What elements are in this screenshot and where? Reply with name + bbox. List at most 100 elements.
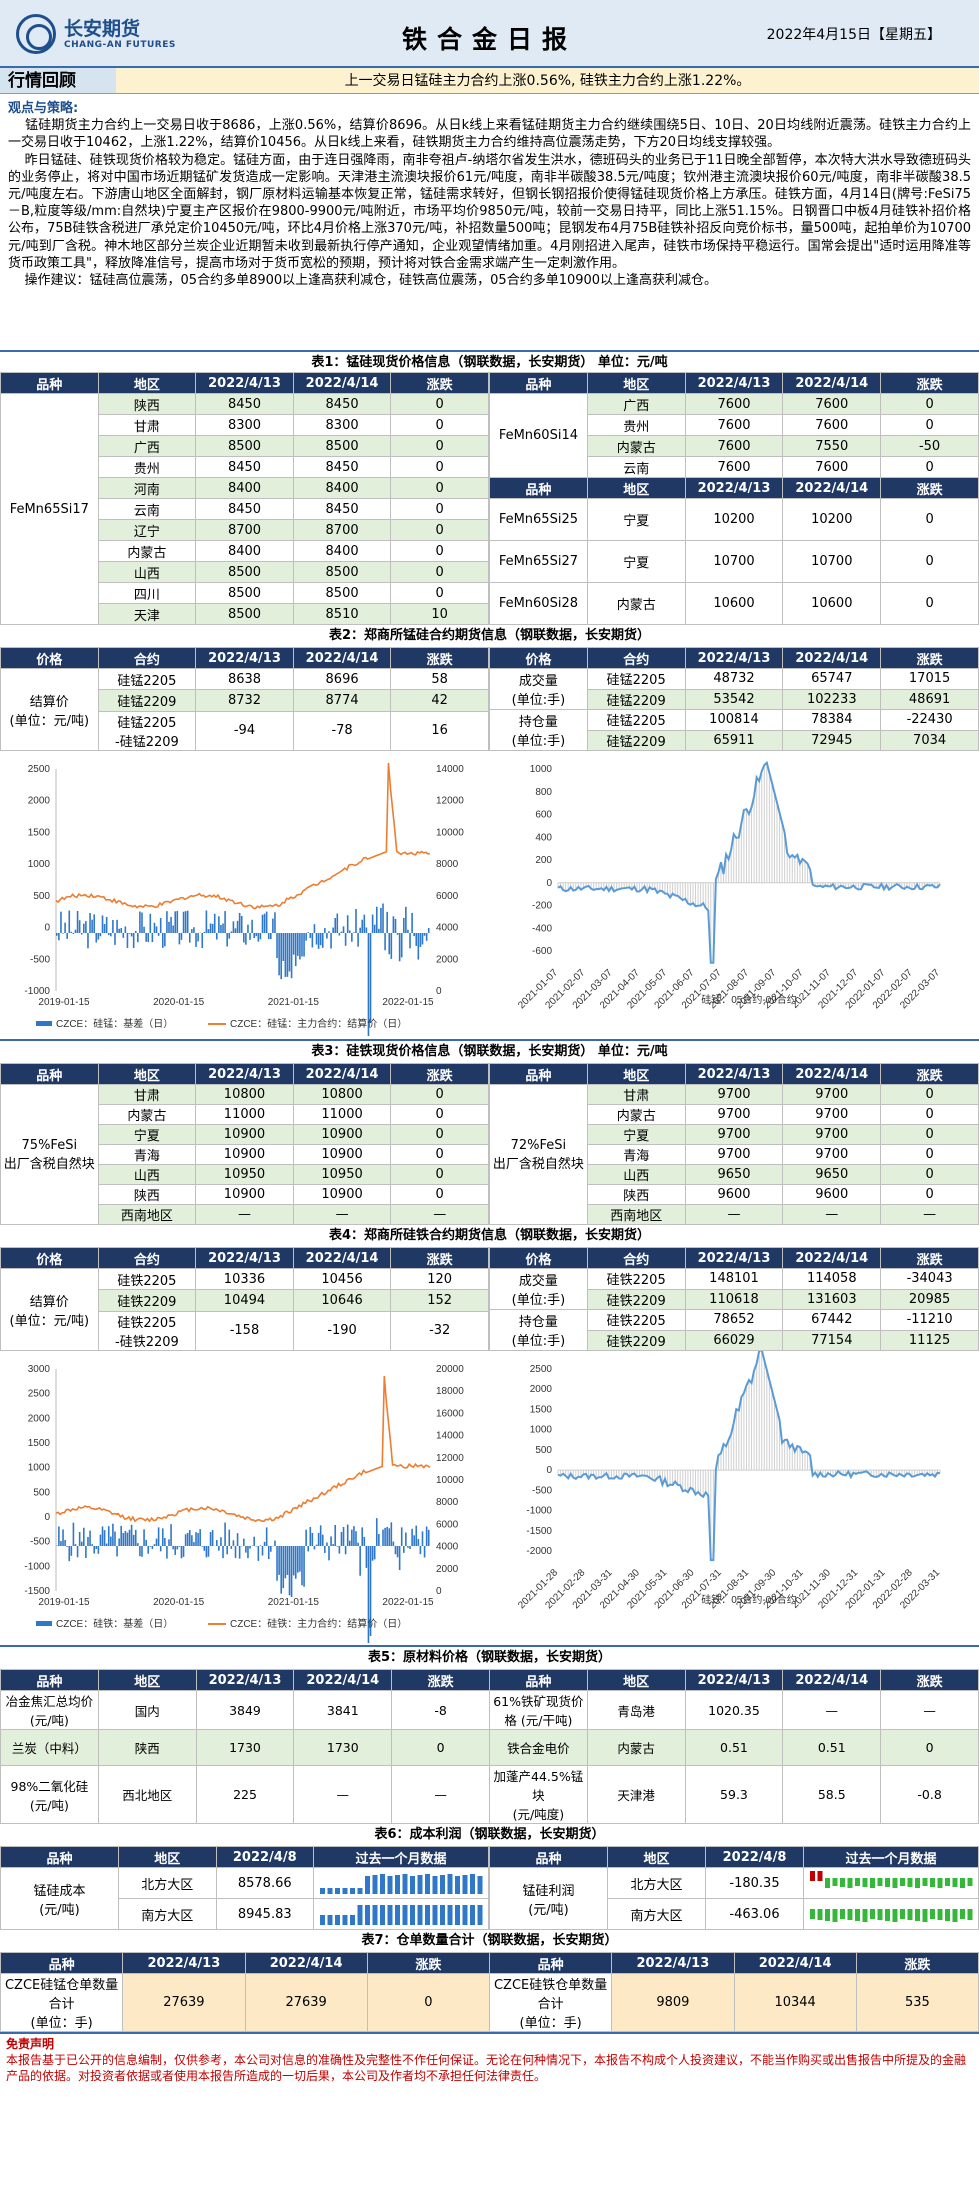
tick-label: 2000 [436,954,459,965]
basis-bar [351,1529,353,1546]
legend-label: 硅锰：05合约-09合约 [701,993,797,1006]
table-row: 西南地区 — — — [1,1204,489,1225]
table-cell: -158 [195,1310,294,1352]
tick-label: 10000 [436,1475,464,1486]
column-header: 地区 [586,1669,686,1691]
table-cell: 110618 [684,1288,784,1310]
basis-bar [188,933,191,943]
table-cell: 宁夏 [586,498,686,541]
basis-bar [305,933,307,941]
basis-bar [363,914,366,933]
table-row: 天津 8500 8510 10 [1,603,489,625]
table-cell: 8500 [195,561,294,583]
table-cell: 0 [366,1973,491,2032]
table-header: 品种 地区 2022/4/13 2022/4/14 涨跌 [489,477,979,499]
basis-bar [110,1536,112,1546]
basis-bar [60,911,62,933]
column-header: 涨跌 [880,1063,979,1085]
spark-bar [477,1876,483,1894]
basis-bar [270,933,272,940]
spark-bar [885,1909,890,1921]
tick-label: 1500 [28,1438,51,1449]
tick-label: 14000 [436,1431,464,1442]
table-cell: 10800 [195,1084,294,1105]
tick-label: 14000 [436,764,464,775]
tick-label: 4000 [436,1542,459,1553]
tick-label: 500 [33,1487,50,1498]
table-cell: 北方大区 [118,1867,217,1899]
basis-bar [290,1546,293,1598]
table-cell: 10950 [195,1164,294,1185]
table-cell: 陕西 [97,1184,197,1205]
table-cell: 0 [390,1124,489,1145]
spark-bar [960,1909,965,1919]
basis-bar [274,912,276,933]
column-header: 2022/4/13 [684,1063,784,1085]
table-header: 价格 合约 2022/4/13 2022/4/14 涨跌 [489,647,979,669]
table-cell: 98%二氧化硅 (元/吨) [0,1765,99,1824]
volume-label: 成交量 (单位:手) [489,1268,588,1310]
basis-bar [172,925,174,933]
table-cell: 0 [390,393,489,415]
table-header: 品种 地区 2022/4/8 过去一个月数据 [0,1846,489,1868]
table-cell: 8638 [195,668,294,691]
basis-bar [230,1546,233,1549]
table-row: 锰硅利润 (元/吨) 北方大区 -180.35 [489,1867,979,1930]
table-cell: 8450 [195,393,294,415]
table-cell: 1730 [293,1729,393,1766]
tick-label: 18000 [436,1386,464,1397]
table-cell: 148101 [684,1268,784,1290]
basis-bar [128,933,131,934]
basis-bar [247,1546,249,1559]
table-cell: 8300 [195,414,294,436]
table-header: 价格 合约 2022/4/13 2022/4/14 涨跌 [0,1246,489,1270]
table-cell: — [880,1690,979,1730]
tick-label: -500 [30,954,50,965]
table-cell: 国内 [97,1690,197,1730]
basis-bar [101,1526,104,1546]
spark-bar [840,1909,845,1919]
table4: 价格 合约 2022/4/13 2022/4/14 涨跌 结算价 (单位：元/吨) 硅铁22… [0,1246,979,1352]
basis-bar [400,933,403,958]
table-cell: 17015 [880,668,979,690]
table-cell: 65747 [782,668,882,690]
spark-bar [447,1905,453,1925]
table-header: 品种 地区 2022/4/13 2022/4/14 涨跌 [0,372,489,394]
basis-bar [421,1531,424,1546]
basis-bar [195,933,197,947]
column-header: 地区 [118,1846,217,1868]
table-cell: -463.06 [705,1898,804,1930]
basis-bar [164,1537,166,1546]
tick-label: 2000 [28,796,51,807]
table-cell: — [880,1204,979,1225]
table-cell: 8500 [195,582,294,604]
spark-bar [387,1876,393,1894]
table-row: 云南 8450 8450 0 [1,498,489,520]
basis-bar [122,933,125,938]
table-cell: — [390,1204,489,1225]
basis-bar [388,933,391,955]
table-cell: 7600 [684,435,784,457]
basis-bar [215,1540,218,1546]
column-header: 2022/4/14 [292,646,392,670]
table-cell: 10600 [684,582,784,625]
company-logo: 长安期货 CHANG-AN FUTURES [16,12,176,58]
table-row: 硅铁2209 66029 77154 11125 [490,1329,979,1351]
sparkline [320,1874,483,1894]
basis-bar [161,933,164,948]
basis-bar [157,1527,160,1546]
table-cell: 内蒙古 [586,1104,686,1125]
table-cell: 66029 [684,1329,784,1351]
table-cell: 8300 [292,414,392,436]
spark-bar [365,1905,370,1925]
basis-bar [230,931,233,933]
basis-bar [220,925,222,933]
basis-bar [226,1546,228,1555]
spark-bar [372,1875,378,1894]
spark-bar [335,1888,340,1894]
sparkline-cell [803,1898,979,1930]
table2-caption: 表2：郑商所锰硅合约期货信息（钢联数据，长安期货） [328,628,651,643]
basis-bar [176,1546,179,1550]
basis-bar [74,1544,77,1546]
table-cell: 11000 [195,1104,294,1125]
